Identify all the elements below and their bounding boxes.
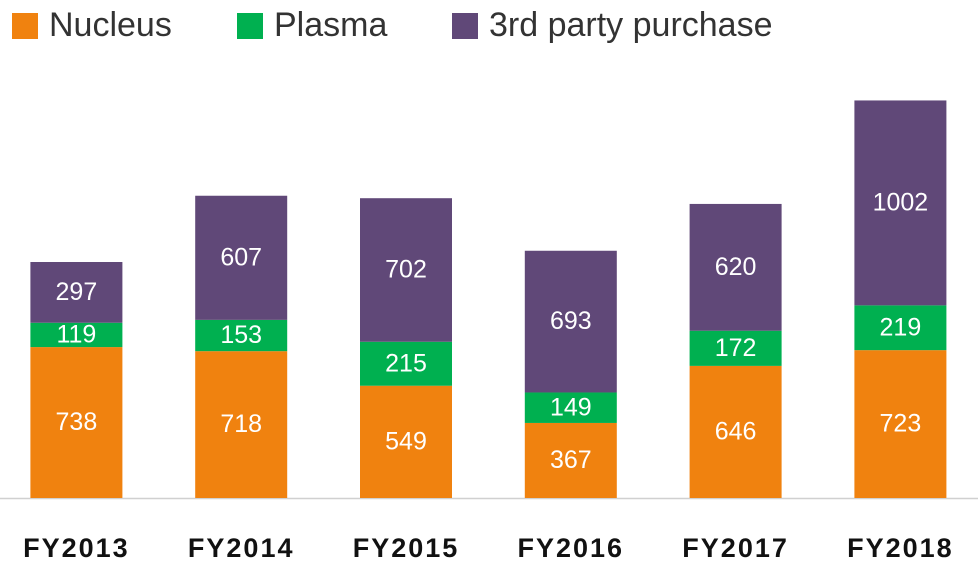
value-label: 297 [56,278,98,306]
legend-label: Nucleus [49,6,172,44]
bar-segment [360,341,452,386]
bar-segment [30,262,123,323]
legend-label: 3rd party purchase [489,6,773,44]
value-label: 693 [550,307,592,335]
legend-swatch [237,13,263,39]
bar-segment [854,100,947,306]
value-label: 702 [385,256,427,284]
x-tick-label: FY2015 [353,533,460,563]
bar-segment [524,250,617,393]
value-label: 119 [56,321,96,349]
value-label: 549 [385,427,427,455]
bar-segment [195,319,288,352]
value-label: 172 [715,334,757,362]
bar-segment [854,305,947,351]
x-tick-label: FY2017 [682,533,789,563]
value-label: 1002 [873,189,929,217]
bar-segment [689,365,782,498]
value-label: 738 [56,408,98,436]
value-label: 219 [880,313,922,341]
legend-swatch [452,13,478,39]
x-tick-label: FY2013 [23,533,130,563]
legend-label: Plasma [274,6,387,44]
bar-segment [854,350,947,498]
bar-segment [195,351,288,498]
value-label: 367 [550,446,592,474]
legend-swatch [12,13,38,39]
bar-segment [524,392,617,423]
bar-segment [360,198,452,342]
x-tick-label: FY2018 [847,533,954,563]
bar-segment [30,347,123,498]
value-label: 718 [220,410,262,438]
value-label: 723 [880,410,922,438]
value-label: 646 [715,418,757,446]
value-label: 607 [220,243,262,271]
bar-segment [524,422,617,498]
value-label: 153 [220,321,262,349]
bar-segment [689,330,782,366]
bar-segment [195,195,288,320]
x-tick-label: FY2016 [518,533,625,563]
value-label: 620 [715,253,757,281]
value-label: 215 [385,349,427,377]
x-tick-label: FY2014 [188,533,295,563]
bar-segment [689,203,782,331]
bar-segment [360,385,452,498]
bar-segment [30,322,123,348]
value-label: 149 [550,393,592,421]
